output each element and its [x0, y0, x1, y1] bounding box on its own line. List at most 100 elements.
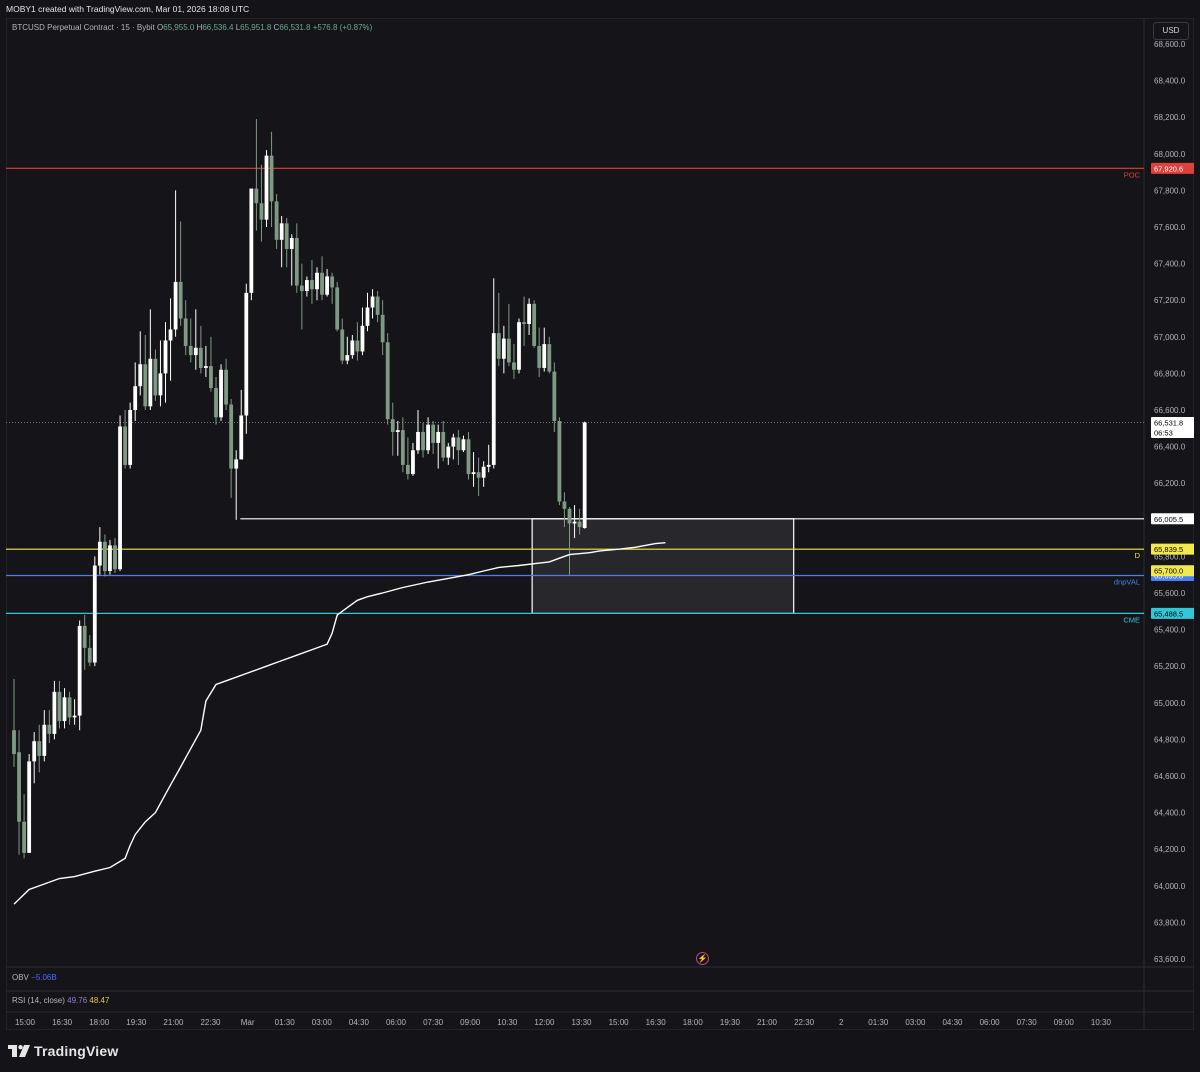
level-name: dnpVAL: [1114, 577, 1140, 586]
candle-body: [27, 761, 32, 853]
price-tick-label: 63,800.0: [1154, 918, 1186, 927]
candle-body: [426, 424, 430, 451]
time-tick-label: 04:30: [349, 1018, 370, 1027]
time-tick-label: 01:30: [275, 1018, 296, 1027]
candle-body: [557, 420, 562, 502]
candle-body: [153, 358, 158, 396]
price-tick-label: 65,000.0: [1154, 699, 1186, 708]
candle-body: [365, 307, 370, 326]
candle-body: [456, 437, 461, 451]
time-tick-label: Mar: [241, 1018, 255, 1027]
time-tick-label: 03:00: [312, 1018, 333, 1027]
time-tick-label: 04:30: [942, 1018, 963, 1027]
price-tag: 67,920.6: [1154, 164, 1183, 173]
candle-body: [542, 344, 547, 368]
candle-body: [173, 281, 178, 330]
symbol-title[interactable]: BTCUSD Perpetual Contract · 15 · Bybit: [12, 23, 155, 32]
price-tick-label: 66,400.0: [1154, 443, 1186, 452]
candle-body: [138, 364, 143, 387]
candle-body: [168, 329, 173, 341]
created-by-text: MOBY1 created with TradingView.com, Mar …: [6, 4, 250, 14]
candle-body: [416, 431, 420, 451]
candle-body: [259, 203, 264, 220]
price-tick-label: 68,600.0: [1154, 40, 1186, 49]
candle-body: [310, 280, 314, 290]
countdown-label: 06:53: [1154, 428, 1173, 437]
candle-body: [143, 364, 148, 407]
candle-body: [325, 276, 329, 295]
candle-body: [108, 545, 112, 572]
candle-body: [547, 344, 552, 372]
candle-body: [123, 426, 127, 465]
candle-body: [204, 366, 208, 368]
candle-body: [335, 287, 340, 330]
candle-body: [496, 333, 501, 359]
price-tick-label: 67,200.0: [1154, 296, 1186, 305]
candle-body: [148, 358, 153, 407]
candle-body: [537, 345, 542, 368]
price-tag-bg: [1151, 607, 1194, 619]
price-tick-label: 68,000.0: [1154, 150, 1186, 159]
top-bar: MOBY1 created with TradingView.com, Mar …: [0, 0, 1200, 18]
lightning-icon[interactable]: ⚡: [696, 952, 709, 965]
change-value: +576.8 (+0.87%): [312, 23, 373, 32]
time-tick-label: 09:00: [460, 1018, 481, 1027]
price-tick-label: 64,000.0: [1154, 882, 1186, 891]
time-tick-label: 06:00: [980, 1018, 1001, 1027]
rsi-indicator-label[interactable]: RSI (14, close) 49.76 48.47: [12, 996, 110, 1005]
time-tick-label: 13:30: [571, 1018, 592, 1027]
time-tick-label: 2: [839, 1018, 844, 1027]
price-tick-label: 67,800.0: [1154, 186, 1186, 195]
candle-body: [32, 741, 37, 762]
candle-body: [284, 223, 289, 249]
candle-body: [315, 272, 319, 290]
candle-body: [370, 296, 375, 308]
candle-body: [375, 296, 380, 315]
obv-indicator-label[interactable]: OBV −5.06B: [12, 973, 57, 982]
open-value: 65,955.0: [163, 23, 195, 32]
low-value: 65,951.8: [240, 23, 272, 32]
tradingview-logo[interactable]: TradingView: [8, 1043, 118, 1059]
candle-body: [128, 410, 133, 465]
price-tick-label: 63,600.0: [1154, 955, 1186, 964]
candle-body: [193, 347, 198, 356]
price-tick-label: 68,400.0: [1154, 77, 1186, 86]
price-tag-bg: [1151, 162, 1194, 174]
candle-body: [198, 347, 203, 368]
brand-name: TradingView: [34, 1043, 119, 1059]
price-tick-label: 66,200.0: [1154, 479, 1186, 488]
candle-body: [466, 439, 471, 475]
candle-body: [517, 322, 521, 370]
candle-body: [461, 439, 466, 451]
price-tick-label: 67,600.0: [1154, 223, 1186, 232]
last-price-tag: 66,531.8: [1154, 418, 1183, 427]
candle-body: [501, 338, 506, 359]
candle-body: [446, 446, 451, 458]
price-tag: 66,005.5: [1154, 515, 1183, 524]
rsi-value: 49.76: [67, 996, 88, 1005]
candle-body: [72, 715, 77, 718]
candle-body: [421, 431, 425, 451]
candle-body: [532, 303, 537, 346]
time-tick-label: 12:00: [534, 1018, 555, 1027]
candle-body: [289, 237, 294, 249]
candle-body: [380, 314, 385, 343]
candle-body: [572, 521, 577, 524]
candle-body: [360, 325, 365, 352]
candle-body: [491, 333, 496, 465]
obv-value: −5.06B: [31, 973, 57, 982]
candle-body: [113, 545, 117, 570]
candle-body: [118, 426, 122, 570]
candle-body: [507, 338, 511, 363]
candle-body: [562, 501, 567, 509]
time-tick-label: 07:30: [1017, 1018, 1038, 1027]
currency-button[interactable]: USD: [1153, 22, 1189, 40]
candle-body: [471, 472, 476, 475]
candle-body: [57, 691, 62, 722]
price-tag-bg: [1151, 565, 1194, 577]
candle-body: [62, 697, 67, 722]
candle-body: [97, 541, 102, 566]
time-tick-label: 16:30: [52, 1018, 73, 1027]
